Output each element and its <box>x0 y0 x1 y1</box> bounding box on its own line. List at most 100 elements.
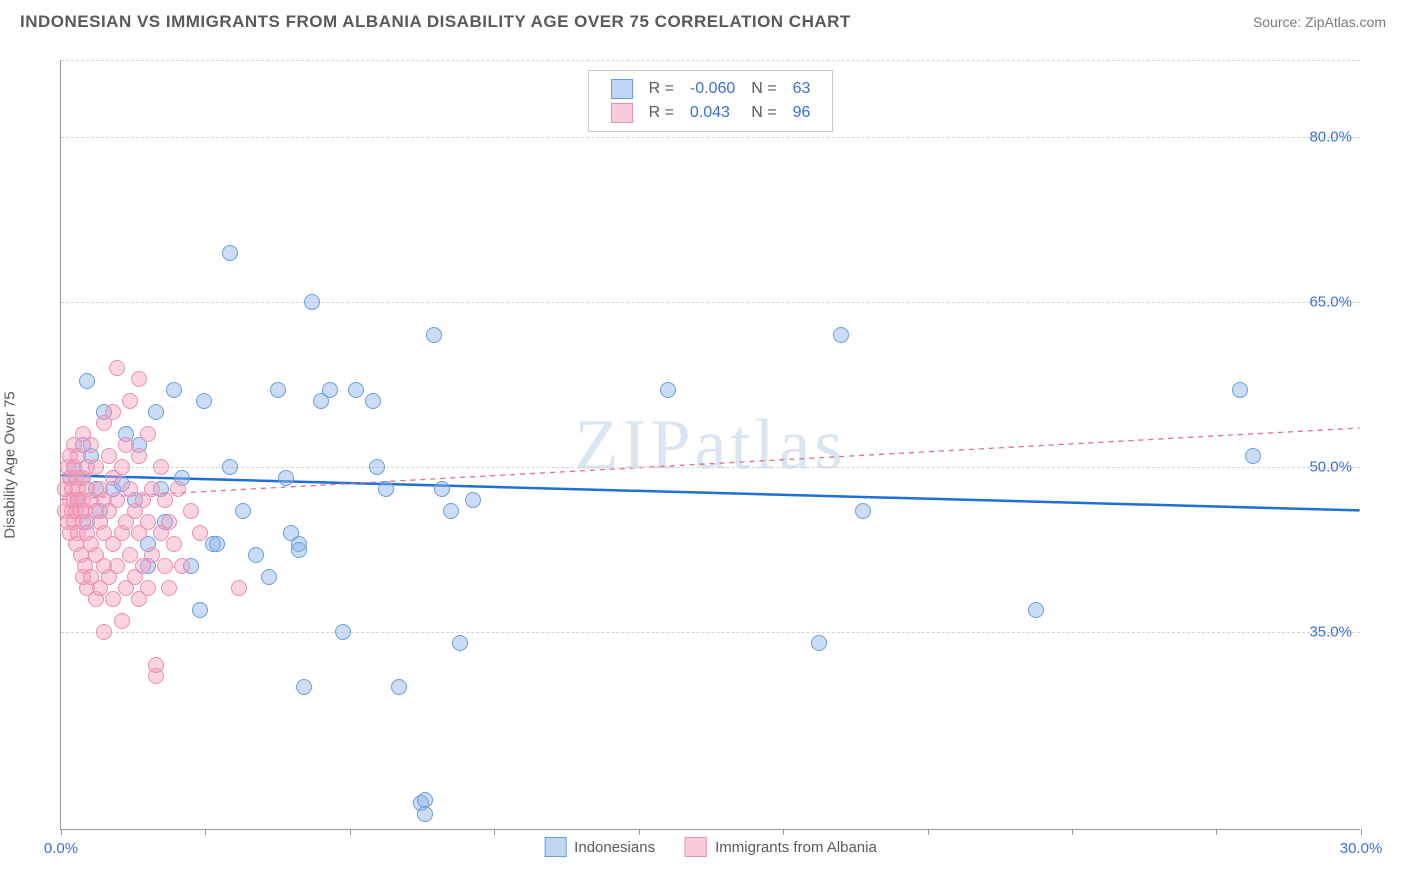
legend-swatch <box>611 103 633 123</box>
r-label: R = <box>641 77 682 101</box>
data-point <box>1028 602 1044 618</box>
x-tick <box>1072 829 1073 835</box>
legend-swatch <box>611 79 633 99</box>
y-tick-label: 65.0% <box>1309 294 1352 311</box>
data-point <box>417 806 433 822</box>
legend-item: Immigrants from Albania <box>685 837 877 857</box>
data-point <box>140 426 156 442</box>
x-tick <box>1216 829 1217 835</box>
r-label: R = <box>641 101 682 125</box>
data-point <box>148 657 164 673</box>
y-tick-label: 80.0% <box>1309 129 1352 146</box>
data-point <box>209 536 225 552</box>
data-point <box>109 360 125 376</box>
data-point <box>170 481 186 497</box>
data-point <box>183 503 199 519</box>
data-point <box>161 514 177 530</box>
data-point <box>105 404 121 420</box>
data-point <box>161 580 177 596</box>
data-point <box>192 525 208 541</box>
chart-source: Source: ZipAtlas.com <box>1253 14 1386 30</box>
data-point <box>231 580 247 596</box>
chart-container: Disability Age Over 75 ZIPatlas 35.0%50.… <box>20 50 1386 880</box>
n-label: N = <box>743 77 784 101</box>
data-point <box>348 382 364 398</box>
data-point <box>105 591 121 607</box>
data-point <box>248 547 264 563</box>
y-axis-label: Disability Age Over 75 <box>2 391 19 539</box>
x-tick-label: 0.0% <box>44 840 78 857</box>
data-point <box>166 382 182 398</box>
data-point <box>192 602 208 618</box>
gridline <box>61 467 1360 468</box>
series-legend: Indonesians Immigrants from Albania <box>544 837 877 857</box>
data-point <box>391 679 407 695</box>
data-point <box>157 558 173 574</box>
x-tick <box>639 829 640 835</box>
correlation-legend: R =-0.060N =63 R =0.043N =96 <box>588 70 834 132</box>
data-point <box>83 437 99 453</box>
data-point <box>109 492 125 508</box>
data-point <box>148 404 164 420</box>
data-point <box>222 459 238 475</box>
chart-header: INDONESIAN VS IMMIGRANTS FROM ALBANIA DI… <box>0 0 1406 40</box>
data-point <box>79 373 95 389</box>
legend-item: Indonesians <box>544 837 655 857</box>
data-point <box>278 470 294 486</box>
x-tick <box>350 829 351 835</box>
n-label: N = <box>743 101 784 125</box>
x-tick <box>783 829 784 835</box>
data-point <box>811 635 827 651</box>
data-point <box>426 327 442 343</box>
data-point <box>443 503 459 519</box>
data-point <box>434 481 450 497</box>
data-point <box>153 459 169 475</box>
data-point <box>833 327 849 343</box>
x-tick <box>205 829 206 835</box>
gridline <box>61 137 1360 138</box>
x-tick <box>1361 829 1362 835</box>
legend-label: Immigrants from Albania <box>715 839 877 856</box>
chart-title: INDONESIAN VS IMMIGRANTS FROM ALBANIA DI… <box>20 12 851 32</box>
plot-area: ZIPatlas 35.0%50.0%65.0%80.0%0.0%30.0%R … <box>60 60 1360 830</box>
x-tick <box>494 829 495 835</box>
data-point <box>88 459 104 475</box>
data-point <box>174 558 190 574</box>
data-point <box>270 382 286 398</box>
gridline <box>61 60 1360 61</box>
data-point <box>369 459 385 475</box>
data-point <box>452 635 468 651</box>
data-point <box>335 624 351 640</box>
y-tick-label: 50.0% <box>1309 459 1352 476</box>
data-point <box>122 393 138 409</box>
data-point <box>1232 382 1248 398</box>
data-point <box>378 481 394 497</box>
data-point <box>660 382 676 398</box>
data-point <box>304 294 320 310</box>
watermark: ZIPatlas <box>575 403 847 486</box>
x-tick <box>928 829 929 835</box>
gridline <box>61 302 1360 303</box>
r-value: 0.043 <box>682 101 743 125</box>
legend-label: Indonesians <box>574 839 655 856</box>
x-tick-label: 30.0% <box>1340 840 1383 857</box>
n-value: 63 <box>785 77 819 101</box>
data-point <box>465 492 481 508</box>
r-value: -0.060 <box>682 77 743 101</box>
data-point <box>114 459 130 475</box>
data-point <box>114 613 130 629</box>
data-point <box>131 371 147 387</box>
data-point <box>261 569 277 585</box>
data-point <box>322 382 338 398</box>
trend-lines <box>61 60 1360 829</box>
data-point <box>365 393 381 409</box>
legend-swatch <box>685 837 707 857</box>
x-tick <box>61 829 62 835</box>
n-value: 96 <box>785 101 819 125</box>
data-point <box>157 492 173 508</box>
data-point <box>296 679 312 695</box>
legend-swatch <box>544 837 566 857</box>
data-point <box>222 245 238 261</box>
data-point <box>1245 448 1261 464</box>
data-point <box>109 558 125 574</box>
